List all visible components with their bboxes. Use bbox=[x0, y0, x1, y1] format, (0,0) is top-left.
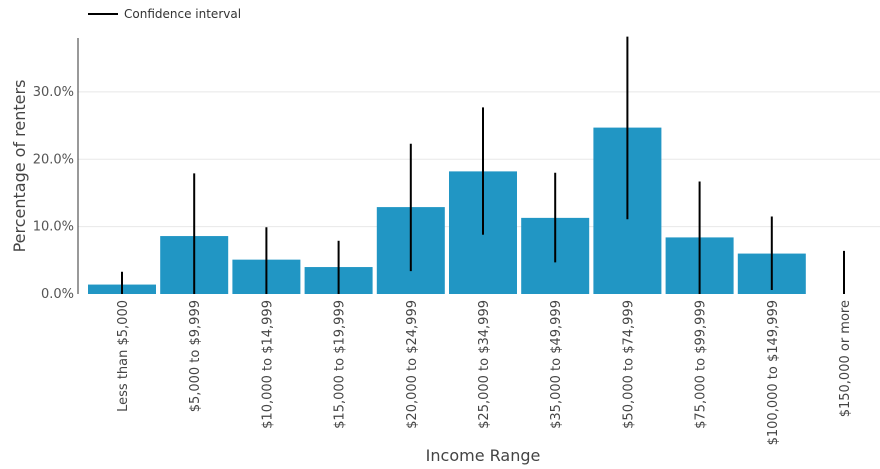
y-axis-ticks: 0.0% 10.0% 20.0% 30.0% bbox=[33, 85, 74, 302]
x-tick-label: $5,000 to $9,999 bbox=[188, 300, 203, 412]
y-tick-label: 30.0% bbox=[33, 85, 74, 100]
y-tick-label: 20.0% bbox=[33, 152, 74, 167]
x-axis-ticks: Less than $5,000 $5,000 to $9,999 $10,000 … bbox=[116, 300, 853, 445]
y-tick-label: 0.0% bbox=[41, 287, 74, 302]
x-tick-label: $150,000 or more bbox=[838, 300, 853, 417]
x-tick-label: $100,000 to $149,999 bbox=[766, 300, 781, 445]
error-bars bbox=[121, 36, 845, 294]
x-tick-label: $35,000 to $49,999 bbox=[549, 300, 564, 429]
x-tick-label: $20,000 to $24,999 bbox=[405, 300, 420, 429]
x-tick-label: Less than $5,000 bbox=[116, 300, 131, 412]
legend-label: Confidence interval bbox=[124, 7, 241, 21]
x-axis-title: Income Range bbox=[426, 446, 541, 465]
x-tick-label: $25,000 to $34,999 bbox=[477, 300, 492, 429]
y-tick-label: 10.0% bbox=[33, 220, 74, 235]
x-tick-label: $15,000 to $19,999 bbox=[333, 300, 348, 429]
x-tick-label: $10,000 to $14,999 bbox=[260, 300, 275, 429]
x-tick-label: $50,000 to $74,999 bbox=[621, 300, 636, 429]
bars bbox=[88, 127, 806, 294]
y-axis-title: Percentage of renters bbox=[10, 80, 29, 253]
x-tick-label: $75,000 to $99,999 bbox=[694, 300, 709, 429]
legend[interactable]: Confidence interval bbox=[88, 7, 241, 21]
